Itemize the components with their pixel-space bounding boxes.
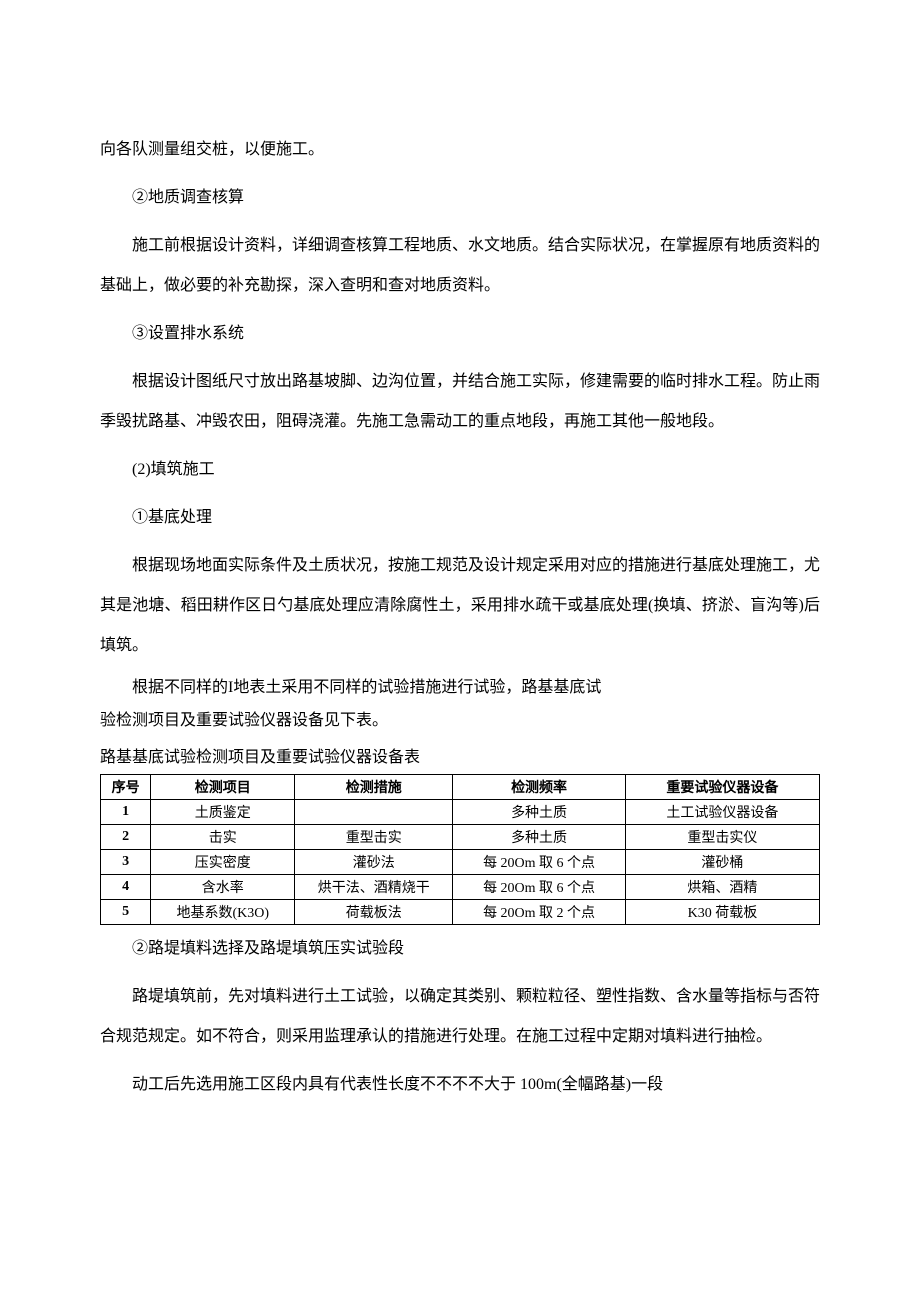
table-header-row: 序号 检测项目 检测措施 检测频率 重要试验仪器设备: [101, 775, 820, 800]
cell-seq: 2: [101, 825, 151, 850]
table-row: 2 击实 重型击实 多种土质 重型击实仪: [101, 825, 820, 850]
paragraph-base-treatment-desc: 根据现场地面实际条件及土质状况，按施工规范及设计规定采用对应的措施进行基底处理施…: [100, 546, 820, 666]
cell-freq: 每 20Om 取 6 个点: [453, 875, 626, 900]
cell-equip: 烘箱、酒精: [625, 875, 819, 900]
inspection-table: 序号 检测项目 检测措施 检测频率 重要试验仪器设备 1 土质鉴定 多种土质 土…: [100, 774, 820, 925]
cell-freq: 每 20Om 取 2 个点: [453, 900, 626, 925]
heading-embankment-fill: ②路堤填料选择及路堤填筑压实试验段: [100, 929, 820, 969]
cell-item: 土质鉴定: [151, 800, 295, 825]
cell-seq: 4: [101, 875, 151, 900]
heading-drainage-system: ③设置排水系统: [100, 314, 820, 354]
table-row: 4 含水率 烘干法、酒精烧干 每 20Om 取 6 个点 烘箱、酒精: [101, 875, 820, 900]
paragraph-geology-survey-desc: 施工前根据设计资料，详细调查核算工程地质、水文地质。结合实际状况，在掌握原有地质…: [100, 226, 820, 306]
cell-equip: K30 荷载板: [625, 900, 819, 925]
header-method: 检测措施: [295, 775, 453, 800]
table-row: 5 地基系数(K3O) 荷载板法 每 20Om 取 2 个点 K30 荷载板: [101, 900, 820, 925]
paragraph-drainage-desc: 根据设计图纸尺寸放出路基坡脚、边沟位置，并结合施工实际，修建需要的临时排水工程。…: [100, 362, 820, 442]
cell-seq: 3: [101, 850, 151, 875]
paragraph-test-intro-line1: 根据不同样的I地表土采用不同样的试验措施进行试验，路基基底试: [100, 674, 820, 703]
cell-freq: 多种土质: [453, 825, 626, 850]
heading-geology-survey: ②地质调查核算: [100, 178, 820, 218]
header-seq: 序号: [101, 775, 151, 800]
heading-base-treatment: ①基底处理: [100, 498, 820, 538]
cell-method: 重型击实: [295, 825, 453, 850]
paragraph-continuation: 向各队测量组交桩，以便施工。: [100, 130, 820, 170]
paragraph-test-intro-line2: 验检测项目及重要试验仪器设备见下表。: [100, 707, 820, 736]
header-equip: 重要试验仪器设备: [625, 775, 819, 800]
heading-fill-construction: (2)填筑施工: [100, 450, 820, 490]
cell-method: 灌砂法: [295, 850, 453, 875]
cell-item: 压实密度: [151, 850, 295, 875]
cell-item: 击实: [151, 825, 295, 850]
cell-item: 地基系数(K3O): [151, 900, 295, 925]
cell-equip: 土工试验仪器设备: [625, 800, 819, 825]
table-title: 路基基底试验检测项目及重要试验仪器设备表: [100, 744, 820, 773]
cell-method: 荷载板法: [295, 900, 453, 925]
table-row: 3 压实密度 灌砂法 每 20Om 取 6 个点 灌砂桶: [101, 850, 820, 875]
cell-item: 含水率: [151, 875, 295, 900]
cell-equip: 重型击实仪: [625, 825, 819, 850]
cell-method: 烘干法、酒精烧干: [295, 875, 453, 900]
paragraph-embankment-fill-desc: 路堤填筑前，先对填料进行土工试验，以确定其类别、颗粒粒径、塑性指数、含水量等指标…: [100, 977, 820, 1057]
cell-freq: 多种土质: [453, 800, 626, 825]
cell-method: [295, 800, 453, 825]
header-item: 检测项目: [151, 775, 295, 800]
table-row: 1 土质鉴定 多种土质 土工试验仪器设备: [101, 800, 820, 825]
header-freq: 检测频率: [453, 775, 626, 800]
cell-equip: 灌砂桶: [625, 850, 819, 875]
cell-seq: 5: [101, 900, 151, 925]
paragraph-test-section: 动工后先选用施工区段内具有代表性长度不不不不大于 100m(全幅路基)一段: [100, 1065, 820, 1105]
cell-freq: 每 20Om 取 6 个点: [453, 850, 626, 875]
cell-seq: 1: [101, 800, 151, 825]
